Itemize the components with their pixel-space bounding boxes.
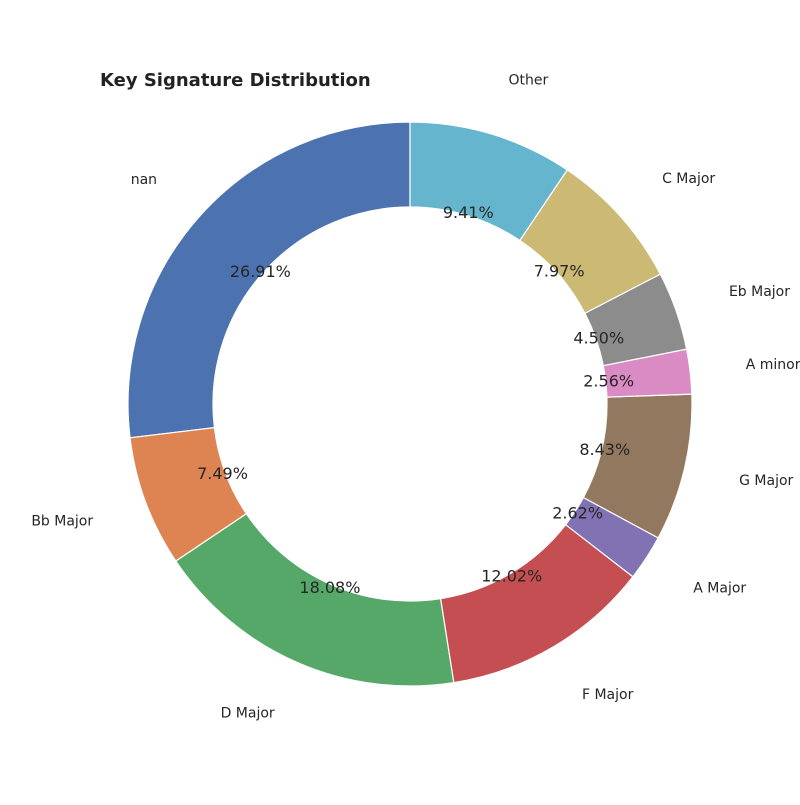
- percent-label-f-major: 12.02%: [481, 567, 542, 586]
- category-label-bb-major: Bb Major: [31, 514, 93, 530]
- slices-group: [127, 121, 693, 687]
- category-label-g-major: G Major: [739, 473, 793, 489]
- percent-label-a-major: 2.62%: [552, 504, 603, 523]
- category-label-c-major: C Major: [662, 171, 715, 187]
- percent-labels-group: 26.91% 7.49% 18.08% 12.02% 2.62% 8.43% 2.56% 4.…: [197, 203, 634, 597]
- percent-label-nan: 26.91%: [230, 262, 291, 281]
- percent-label-eb-major: 4.50%: [573, 328, 624, 347]
- category-labels-group: nan Bb Major D Major F Major A Major G Major A…: [31, 73, 800, 722]
- percent-label-bb-major: 7.49%: [197, 464, 248, 483]
- percent-label-other: 9.41%: [443, 203, 494, 222]
- percent-label-a-minor: 2.56%: [583, 371, 634, 390]
- category-label-f-major: F Major: [582, 687, 634, 703]
- slice-d-major: [174, 512, 455, 687]
- percent-label-g-major: 8.43%: [579, 440, 630, 459]
- category-label-a-major: A Major: [693, 580, 746, 596]
- category-label-d-major: D Major: [221, 706, 275, 722]
- category-label-a-minor: A minor: [746, 357, 800, 373]
- slice-nan: [127, 121, 411, 439]
- chart-title: Key Signature Distribution: [100, 70, 371, 91]
- percent-label-c-major: 7.97%: [534, 261, 585, 280]
- slice-other: [409, 121, 569, 242]
- category-label-other: Other: [508, 73, 548, 89]
- percent-label-d-major: 18.08%: [299, 578, 360, 597]
- category-label-eb-major: Eb Major: [729, 284, 790, 300]
- category-label-nan: nan: [131, 172, 157, 188]
